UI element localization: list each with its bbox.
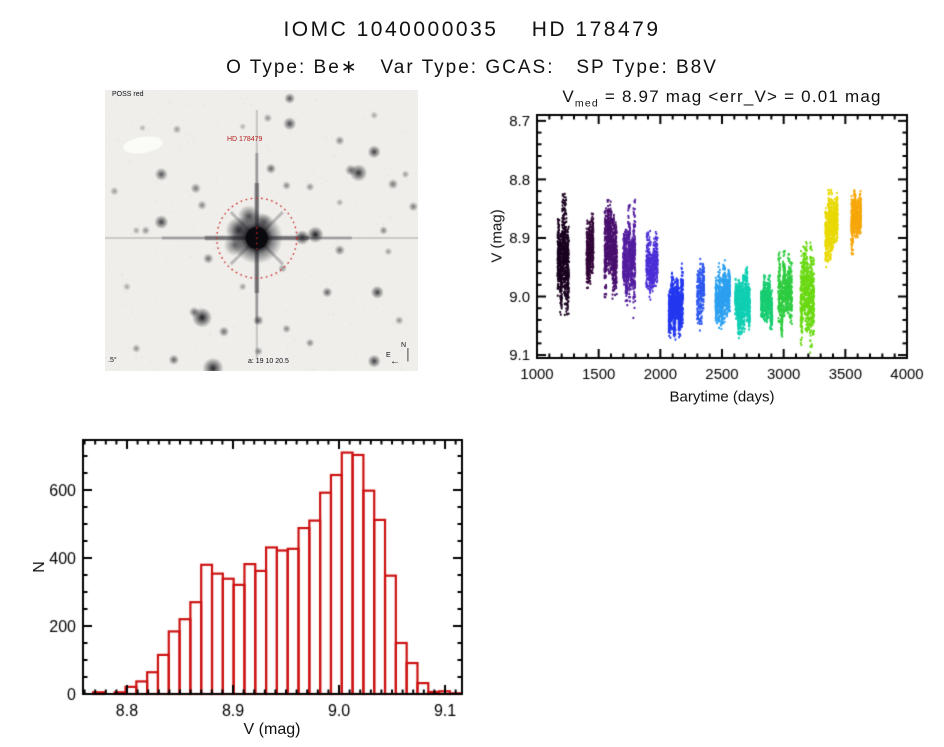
survey-label: POSS red	[112, 91, 144, 98]
target-star-label: HD 178479	[227, 136, 263, 143]
scale-label: .5°	[108, 357, 117, 364]
page-subtitle: O Type: Be∗ Var Type: GCAS: SP Type: B8V	[226, 57, 718, 78]
light-curve-x-axis-label: Barytime (days)	[669, 388, 775, 406]
compass-east-label: E	[386, 352, 391, 359]
histogram-canvas	[30, 425, 480, 747]
compass-north-label: N	[401, 342, 407, 349]
light-curve-y-axis-label: V (mag)	[488, 209, 506, 263]
coordinates-label: a: 19 10 20.5	[248, 358, 289, 365]
compass-north-bar-icon: │	[405, 349, 412, 361]
finding-chart-canvas	[105, 90, 418, 371]
histogram-x-axis-label: V (mag)	[243, 721, 301, 738]
compass-east-arrow-icon: ←	[390, 356, 400, 367]
light-curve-canvas	[480, 85, 944, 415]
histogram-y-axis-label: N	[31, 561, 48, 573]
page-title: IOMC 1040000035 HD 178479	[283, 18, 661, 41]
